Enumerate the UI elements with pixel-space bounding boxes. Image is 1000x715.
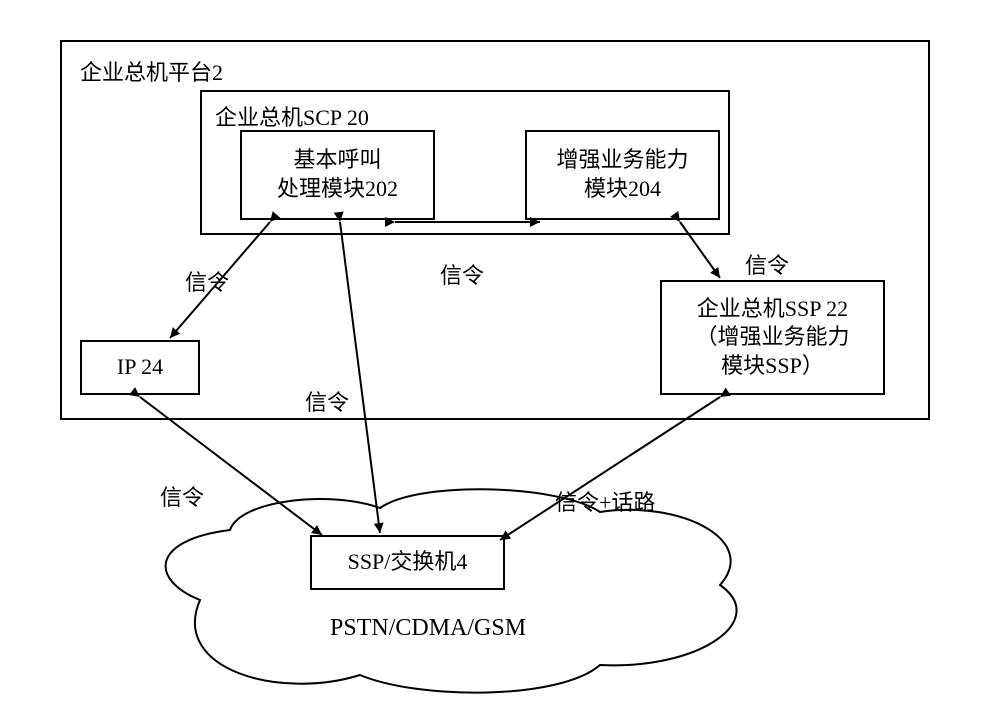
edge-ip-ssp-label: 信令 [160,480,204,512]
ip-24: IP 24 [80,340,200,395]
module-202: 基本呼叫 处理模块202 [240,130,435,220]
ssp-switch: SSP/交换机4 [310,535,505,590]
edge-202-ssp-label: 信令 [305,385,349,417]
ssp-22-line3: 模块SSP） [721,352,824,381]
edge-204-ssp22-label: 信令 [745,248,789,280]
cloud-label: PSTN/CDMA/GSM [330,615,526,642]
ssp-switch-label: SSP/交换机4 [348,548,468,577]
ssp-22-line1: 企业总机SSP 22 [697,295,848,324]
ssp-22: 企业总机SSP 22 （增强业务能力 模块SSP） [660,280,885,395]
ssp-22-line2: （增强业务能力 [695,323,849,352]
edge-202-ip-label: 信令 [185,265,229,297]
module-202-line1: 基本呼叫 [293,146,381,175]
edge-ssp22-sspsw-label: 信令+话路 [555,485,655,517]
edge-202-204-label: 信令 [440,258,484,290]
module-204-line1: 增强业务能力 [556,146,688,175]
module-202-line2: 处理模块202 [277,175,398,204]
module-204: 增强业务能力 模块204 [525,130,720,220]
ip-24-label: IP 24 [117,353,163,382]
module-204-line2: 模块204 [584,175,661,204]
platform-title: 企业总机平台2 [80,55,223,87]
scp-title: 企业总机SCP 20 [215,100,369,132]
cloud-shape [166,489,737,692]
